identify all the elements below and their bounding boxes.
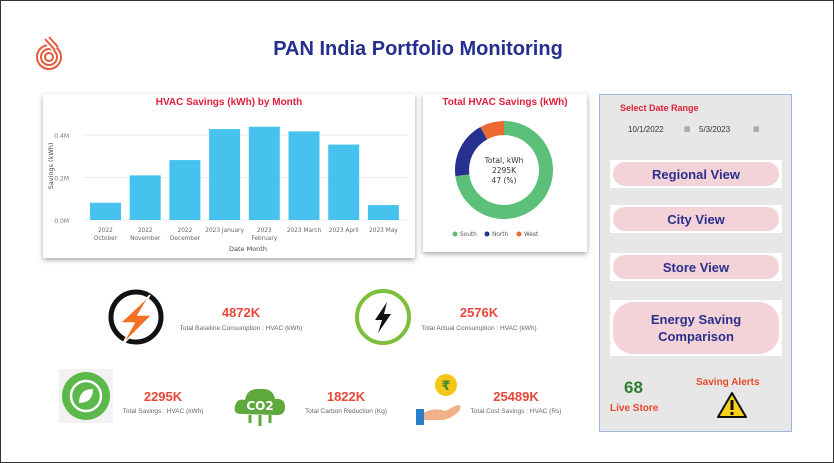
x-tick-label: 2023 March xyxy=(287,228,322,234)
power-icon xyxy=(353,287,413,352)
bar xyxy=(129,175,161,220)
bar xyxy=(288,131,320,220)
donut-center-text: 2295K xyxy=(492,166,517,175)
end-date-input[interactable]: 5/3/2023 xyxy=(699,125,731,134)
saving-alerts-label[interactable]: Saving Alerts xyxy=(696,377,760,388)
city-view-button[interactable]: City View xyxy=(610,205,782,233)
kpi-label-actual: Total Actual Consumption : HVAC (kWh) xyxy=(421,325,537,332)
energy-saving-comparison-label: Energy Saving Comparison xyxy=(613,302,779,354)
y-tick-label: 0.4M xyxy=(54,133,69,140)
x-tick-label: 2022 xyxy=(138,228,153,234)
legend-label: South xyxy=(460,232,477,238)
regional-view-button[interactable]: Regional View xyxy=(610,160,782,188)
bar-chart: 0.0M 0.2M 0.4M Savings (kWh) 2022 October 2022… xyxy=(47,126,408,253)
live-store-count: 68 xyxy=(624,378,643,397)
kpi-value-actual: 2576K xyxy=(459,305,499,320)
x-tick-label: 2023 January xyxy=(205,228,244,234)
legend-marker xyxy=(452,231,458,237)
kpi-label-cost: Total Cost Savings : HVAC (Rs) xyxy=(470,408,562,415)
x-tick-label: December xyxy=(170,236,201,242)
x-tick-label: 2023 xyxy=(257,228,272,234)
x-tick-label: October xyxy=(94,236,118,242)
calendar-icon[interactable]: ▦ xyxy=(753,126,760,133)
calendar-icon[interactable]: ▦ xyxy=(684,126,691,133)
x-tick-label: 2022 xyxy=(178,228,193,234)
co2-cloud-icon: CO2 xyxy=(233,384,287,433)
kpi-value-baseline: 4872K xyxy=(221,305,261,320)
bar xyxy=(169,160,201,220)
y-axis-label: Savings (kWh) xyxy=(47,143,55,190)
kpi-label-savings: Total Savings : HVAC (kWh) xyxy=(122,408,204,415)
co2-text: CO2 xyxy=(246,399,273,413)
live-store-label: Live Store xyxy=(610,403,659,414)
x-axis-label: Date Month xyxy=(229,245,267,253)
bar xyxy=(90,202,121,220)
y-tick-label: 0.0M xyxy=(54,218,69,225)
legend-marker xyxy=(516,231,522,237)
x-tick-label: 2023 May xyxy=(369,228,398,234)
svg-text:₹: ₹ xyxy=(441,379,450,394)
x-tick-label: 2023 April xyxy=(329,228,359,234)
page-title: PAN India Portfolio Monitoring xyxy=(273,38,563,60)
warning-icon[interactable] xyxy=(716,391,748,424)
donut-slice-west xyxy=(480,121,504,140)
bar xyxy=(209,129,241,220)
bar xyxy=(367,205,399,220)
logo-icon xyxy=(33,35,67,76)
donut-slice-north xyxy=(455,127,488,177)
leaf-savings-icon xyxy=(59,369,113,428)
store-view-label: Store View xyxy=(613,255,779,279)
donut-chart-title: Total HVAC Savings (kWh) xyxy=(442,97,568,108)
bar-chart-card: HVAC Savings (kWh) by Month 0.0M 0.2M 0.4M… xyxy=(43,94,415,258)
donut-chart-card: Total HVAC Savings (kWh) Total, kWh 2295K… xyxy=(423,94,587,252)
store-view-button[interactable]: Store View xyxy=(610,253,782,281)
x-tick-label: 2022 xyxy=(98,228,113,234)
legend-label: West xyxy=(524,232,539,238)
kpi-value-savings: 2295K xyxy=(143,389,183,404)
kpi-value-carbon: 1822K xyxy=(326,389,366,404)
legend-marker xyxy=(484,231,490,237)
donut-center-text: Total, kWh xyxy=(484,156,524,165)
donut-center-text: 47 (%) xyxy=(492,176,517,185)
start-date-input[interactable]: 10/1/2022 xyxy=(628,125,664,134)
kpi-label-baseline: Total Baseline Consumption : HVAC (kWh) xyxy=(179,325,303,332)
lightning-icon xyxy=(106,287,166,352)
rupee-hand-icon: ₹ xyxy=(413,373,469,434)
city-view-label: City View xyxy=(613,207,779,231)
kpi-label-carbon: Total Carbon Reduction (Kg) xyxy=(304,408,387,415)
x-tick-label: November xyxy=(130,236,161,242)
control-panel: Select Date Range 10/1/2022 ▦ 5/3/2023 ▦… xyxy=(599,94,792,432)
energy-saving-comparison-button[interactable]: Energy Saving Comparison xyxy=(610,300,782,356)
bar xyxy=(328,144,360,220)
legend-label: North xyxy=(492,232,509,238)
kpi-value-cost: 25489K xyxy=(493,389,539,404)
bar xyxy=(248,126,280,220)
regional-view-label: Regional View xyxy=(613,162,779,186)
x-tick-label: February xyxy=(251,236,277,242)
date-range-label: Select Date Range xyxy=(620,103,699,113)
y-tick-label: 0.2M xyxy=(54,176,69,183)
bar-chart-title: HVAC Savings (kWh) by Month xyxy=(155,97,303,108)
